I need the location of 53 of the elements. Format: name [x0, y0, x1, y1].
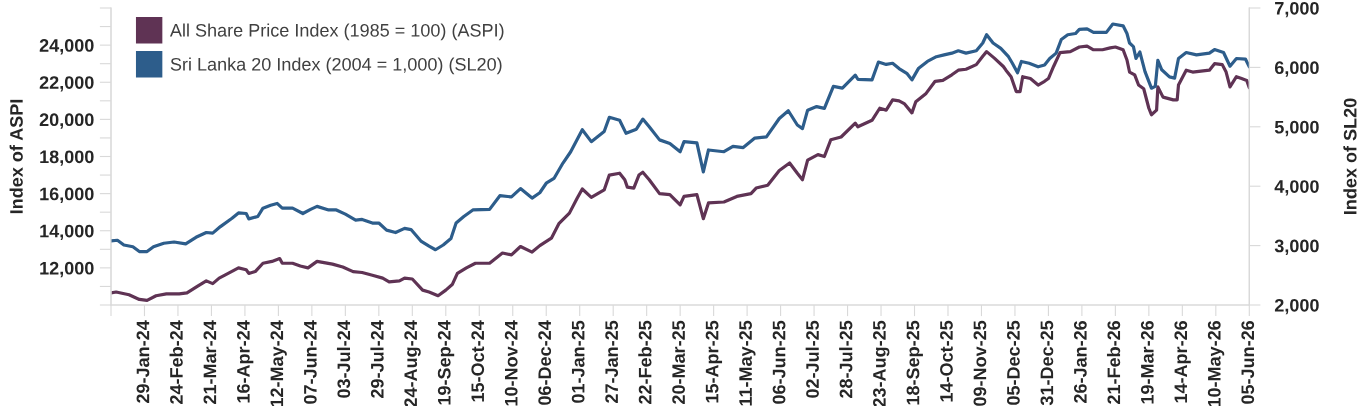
y2-tick-label: 3,000 — [1274, 239, 1319, 255]
x-tick-label: 06-Jun-25 — [772, 320, 786, 404]
x-tick-label: 15-Oct-24 — [471, 320, 485, 402]
x-tick-label: 24-Aug-24 — [404, 320, 421, 406]
line-series — [111, 22, 1250, 254]
y-tick-label: 14,000 — [40, 224, 94, 241]
y-tick-label: 18,000 — [40, 150, 94, 166]
legend-label: Sri Lanka 20 Index (2004 = 1,000) (SL20) — [170, 57, 502, 75]
y-tick-label: 24,000 — [39, 39, 94, 55]
x-tick-label: 01-Jan-25 — [571, 320, 585, 403]
y2-tick-label: 7,000 — [1275, 1, 1319, 18]
x-tick-label: 12-May-24 — [270, 320, 287, 406]
y2-tick-label: 4,000 — [1274, 180, 1319, 196]
x-tick-label: 02-Jul-25 — [805, 320, 819, 398]
x-tick-label: 29-Jan-24 — [136, 320, 150, 403]
y-tick-label: 20,000 — [39, 113, 94, 129]
x-tick-label: 09-Nov-25 — [973, 320, 987, 406]
x-tick-label: 07-Jun-24 — [303, 320, 317, 404]
x-tick-label: 03-Jul-24 — [336, 320, 351, 398]
y2-tick-label: 5,000 — [1274, 120, 1319, 137]
x-tick-label: 05-Dec-25 — [1007, 320, 1020, 405]
legend-label: All Share Price Index (1985 = 100) (ASPI) — [169, 23, 504, 41]
x-tick-label: 18-Sep-25 — [906, 320, 923, 405]
x-tick-label: 14-Oct-25 — [940, 320, 953, 402]
x-tick-label: 27-Jan-25 — [605, 320, 619, 403]
x-tick-label: 21-Feb-26 — [1106, 320, 1121, 404]
x-tick-label: 31-Dec-25 — [1040, 320, 1054, 406]
x-tick-label: 06-Dec-24 — [538, 320, 552, 405]
x-tick-label: 10-May-26 — [1207, 320, 1225, 406]
x-tick-label: 19-Sep-24 — [437, 320, 455, 405]
x-tick-label: 28-Jul-25 — [839, 320, 853, 398]
x-tick-label: 24-Feb-24 — [169, 320, 183, 404]
x-tick-label: 14-Apr-26 — [1174, 320, 1191, 403]
x-tick-label: 16-Apr-24 — [236, 320, 254, 403]
y-axis-title: Index of ASPI — [9, 99, 23, 214]
x-tick-label: 19-Mar-26 — [1140, 320, 1154, 404]
x-tick-label: 21-Mar-24 — [203, 320, 217, 404]
x-tick-label: 23-Aug-25 — [873, 320, 890, 406]
x-tick-label: 15-Apr-25 — [705, 320, 723, 403]
x-tick-label: 05-Jun-26 — [1241, 320, 1255, 404]
y-tick-label: 16,000 — [40, 187, 94, 203]
x-tick-label: 22-Feb-25 — [638, 320, 652, 404]
x-tick-label: 11-May-25 — [739, 320, 756, 406]
y-tick-label: 22,000 — [39, 76, 94, 92]
x-tick-label: 20-Mar-25 — [672, 320, 685, 404]
y2-tick-label: 2,000 — [1274, 298, 1319, 315]
x-tick-label: 10-Nov-24 — [504, 320, 518, 406]
x-tick-label: 29-Jul-24 — [370, 320, 384, 398]
line-series — [111, 44, 1250, 302]
x-tick-label: 26-Jan-26 — [1073, 320, 1087, 403]
y2-axis-title: Index of SL20 — [1343, 98, 1357, 214]
y-tick-label: 12,000 — [40, 261, 94, 278]
y2-tick-label: 6,000 — [1274, 61, 1319, 77]
